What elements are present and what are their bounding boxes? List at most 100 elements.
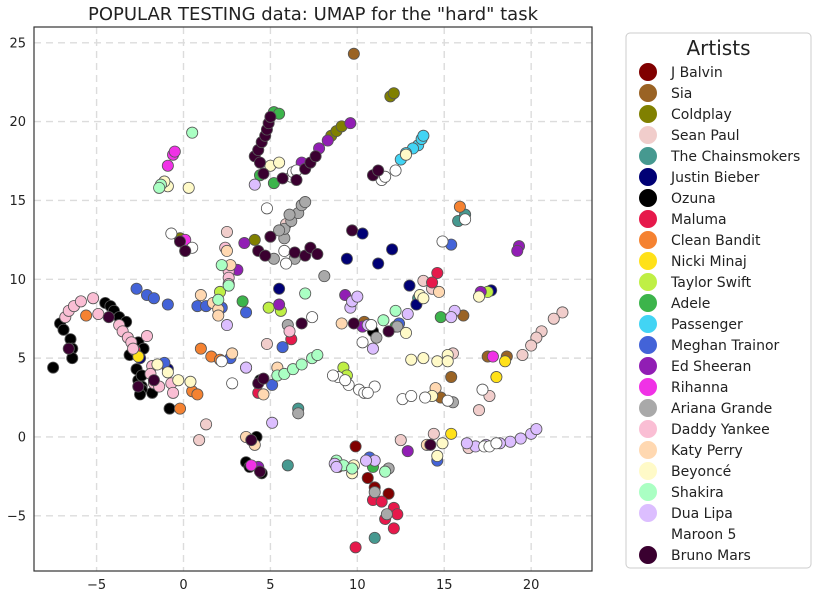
scatter-point	[165, 227, 178, 240]
scatter-point	[473, 404, 486, 417]
legend-marker	[638, 188, 658, 208]
scatter-point	[339, 374, 352, 387]
scatter-point	[445, 371, 458, 384]
scatter-point	[368, 486, 381, 499]
scatter-point	[365, 319, 378, 332]
scatter-point	[372, 257, 385, 270]
scatter-point	[403, 279, 416, 292]
scatter-point	[431, 355, 444, 368]
scatter-point	[436, 235, 449, 248]
legend-label: Maluma	[671, 212, 727, 228]
scatter-point	[194, 342, 207, 355]
scatter-point	[377, 314, 390, 327]
x-tick-label: −5	[87, 578, 106, 593]
scatter-point	[426, 276, 439, 289]
scatter-point	[264, 230, 277, 243]
scatter-point	[516, 348, 529, 361]
scatter-point	[514, 432, 527, 445]
scatter-point	[153, 181, 166, 194]
legend-marker	[638, 440, 658, 460]
legend-box	[625, 32, 812, 569]
y-tick-label: 5	[18, 352, 26, 367]
scatter-point	[168, 145, 181, 158]
scatter-point	[278, 244, 291, 257]
scatter-point	[132, 380, 145, 393]
scatter-point	[441, 355, 454, 368]
scatter-point	[212, 309, 225, 322]
scatter-point	[417, 292, 430, 305]
y-tick-label: 10	[9, 273, 26, 288]
legend-marker	[638, 272, 658, 292]
scatter-point	[253, 465, 266, 478]
scatter-point	[172, 374, 185, 387]
scatter-point	[74, 295, 87, 308]
scatter-point	[375, 495, 388, 508]
scatter-point	[281, 459, 294, 472]
scatter-point	[490, 437, 503, 450]
scatter-point	[530, 423, 543, 436]
scatter-point	[311, 248, 324, 261]
legend-label: Passenger	[671, 317, 743, 333]
grid-lines	[34, 27, 592, 571]
scatter-point	[417, 352, 430, 365]
scatter-point	[262, 301, 275, 314]
scatter-point	[356, 227, 369, 240]
scatter-point	[556, 306, 569, 319]
y-tick-label: 0	[18, 430, 26, 445]
scatter-point	[379, 465, 392, 478]
scatter-point	[226, 377, 239, 390]
scatter-point	[299, 196, 312, 209]
scatter-point	[80, 309, 93, 322]
scatter-point	[476, 383, 489, 396]
scatter-point	[167, 386, 180, 399]
legend-label: Rihanna	[671, 380, 728, 396]
scatter-point	[222, 279, 235, 292]
scatter-point	[260, 337, 273, 350]
legend-marker	[638, 83, 658, 103]
legend-marker	[638, 62, 658, 82]
scatter-point	[309, 150, 322, 163]
legend-marker	[638, 398, 658, 418]
scatter-point	[226, 347, 239, 360]
scatter-point	[391, 508, 404, 521]
legend-marker	[638, 167, 658, 187]
scatter-point	[335, 317, 348, 330]
scatter-point	[264, 110, 277, 123]
scatter-point	[399, 148, 412, 161]
legend-marker	[638, 146, 658, 166]
scatter-point	[260, 202, 273, 215]
scatter-point	[405, 389, 418, 402]
scatter-point	[387, 522, 400, 535]
scatter-point	[311, 348, 324, 361]
scatter-point	[427, 427, 440, 440]
scatter-point	[184, 375, 197, 388]
scatter-point	[389, 304, 402, 317]
scatter-point	[273, 156, 286, 169]
legend-label: Justin Bieber	[670, 170, 760, 186]
scatter-point	[283, 325, 296, 338]
legend-label: Ozuna	[671, 191, 716, 207]
scatter-point	[405, 353, 418, 366]
scatter-point	[151, 358, 164, 371]
legend-label: Sean Paul	[671, 128, 740, 144]
legend-marker	[638, 293, 658, 313]
scatter-point	[445, 427, 458, 440]
scatter-point	[347, 47, 360, 60]
scatter-point	[306, 311, 319, 324]
legend-label: Sia	[671, 86, 692, 102]
scatter-point	[330, 460, 343, 473]
axis-tick-labels: −5 0 5 10 15 20 −5 0 5 10 15 20 25	[7, 36, 540, 593]
scatter-point	[347, 317, 360, 330]
scatter-point	[351, 290, 364, 303]
scatter-point	[292, 407, 305, 420]
legend-label: Clean Bandit	[671, 233, 761, 249]
scatter-point	[288, 246, 301, 259]
legend-label: Ed Sheeran	[671, 359, 751, 375]
scatter-point	[102, 311, 115, 324]
scatter-point	[200, 418, 213, 431]
scatter-point	[380, 508, 393, 521]
legend-marker	[638, 503, 658, 523]
scatter-point	[387, 87, 400, 100]
scatter-point	[486, 350, 499, 363]
legend-marker	[638, 125, 658, 145]
